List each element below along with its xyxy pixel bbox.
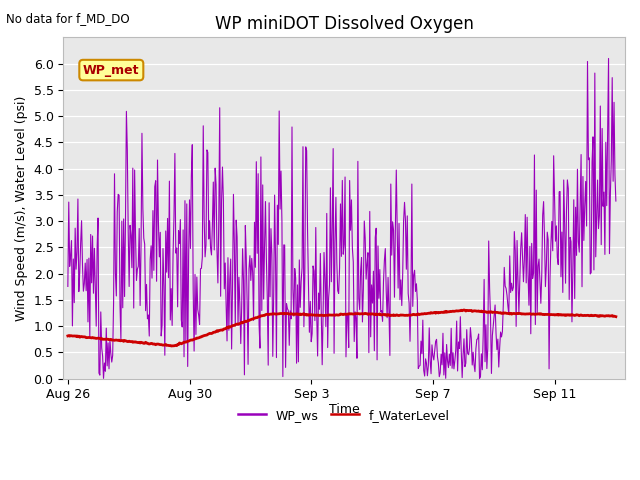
Text: No data for f_MD_DO: No data for f_MD_DO bbox=[6, 12, 130, 25]
Text: WP_met: WP_met bbox=[83, 63, 140, 77]
Y-axis label: Wind Speed (m/s), Water Level (psi): Wind Speed (m/s), Water Level (psi) bbox=[15, 95, 28, 321]
Title: WP miniDOT Dissolved Oxygen: WP miniDOT Dissolved Oxygen bbox=[214, 15, 474, 33]
Legend: WP_ws, f_WaterLevel: WP_ws, f_WaterLevel bbox=[234, 404, 455, 427]
X-axis label: Time: Time bbox=[329, 403, 360, 416]
